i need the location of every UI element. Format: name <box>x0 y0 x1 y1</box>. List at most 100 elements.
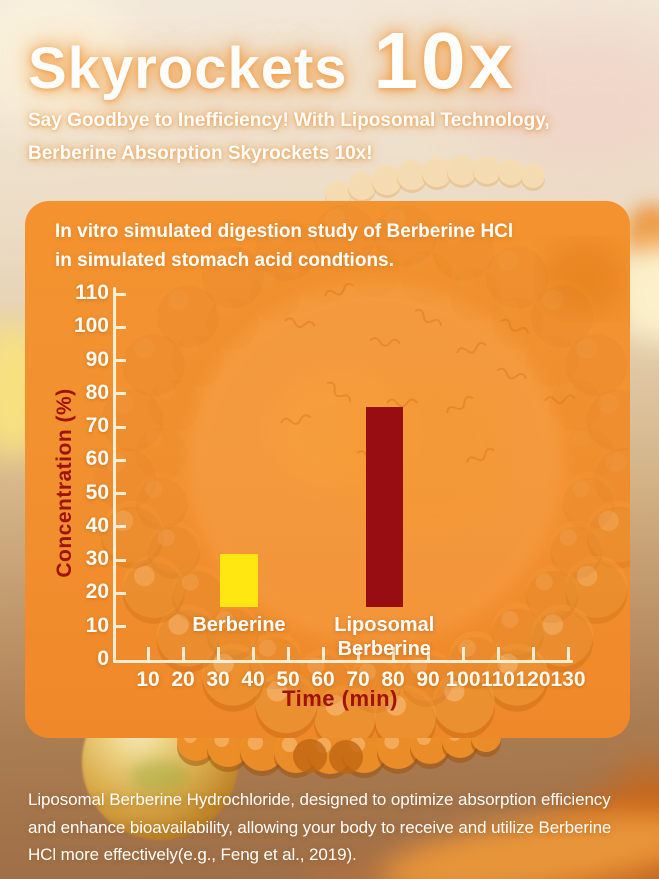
bead <box>297 654 350 707</box>
lipid-squiggle <box>386 398 418 408</box>
chart-title-line1: In vitro simulated digestion study of Be… <box>55 221 514 242</box>
x-tick <box>461 647 465 660</box>
bead <box>449 631 502 684</box>
bead <box>122 334 185 397</box>
droplet-green-tint <box>130 760 190 794</box>
bead <box>576 338 598 359</box>
lipid-squiggle <box>324 282 354 297</box>
y-tick <box>113 492 126 496</box>
footer-line3: HCl more effectively(e.g., Feng et al., … <box>28 845 357 864</box>
bead <box>168 614 189 635</box>
bead <box>586 506 630 569</box>
x-tick-label: 60 <box>311 668 335 691</box>
bead <box>447 155 477 185</box>
bead <box>473 156 501 184</box>
bead <box>385 695 407 716</box>
lipid-squiggle <box>496 367 527 380</box>
bead <box>201 246 264 309</box>
x-tick <box>321 647 325 660</box>
bead <box>216 611 234 629</box>
bead <box>101 383 164 446</box>
y-tick <box>113 458 126 462</box>
bead <box>156 285 219 348</box>
bead <box>172 571 225 624</box>
chart-title: In vitro simulated digestion study of Be… <box>55 217 513 275</box>
x-tick-label: 130 <box>550 668 586 691</box>
x-tick-label: 20 <box>171 668 195 691</box>
bead <box>348 172 376 200</box>
y-tick <box>113 525 126 529</box>
bead <box>157 529 175 547</box>
bead <box>372 165 402 195</box>
bead <box>313 204 376 267</box>
bead <box>432 212 495 275</box>
bead <box>384 734 400 750</box>
bar-label-line: Liposomal <box>334 614 435 636</box>
bead <box>562 471 615 524</box>
bead <box>400 245 453 298</box>
lipid-squiggle <box>544 394 576 405</box>
bead <box>559 528 577 547</box>
x-tick <box>216 647 220 660</box>
bead <box>491 608 544 661</box>
lipid-squiggle <box>280 414 312 425</box>
y-tick <box>113 325 126 329</box>
bead <box>535 573 553 591</box>
bead <box>255 671 318 734</box>
y-tick-label: 30 <box>85 547 109 571</box>
bead <box>385 208 407 230</box>
bead <box>122 561 185 624</box>
header: Skyrockets 10x <box>28 21 516 102</box>
bead <box>598 510 619 532</box>
lipid-squiggle <box>456 342 487 354</box>
bead <box>293 739 327 773</box>
bead <box>101 506 164 569</box>
subtitle: Say Goodbye to Inefficiency! With Liposo… <box>28 104 550 170</box>
x-tick-label: 100 <box>445 668 481 691</box>
y-tick <box>113 359 126 363</box>
orange-splotch <box>543 243 627 315</box>
bead <box>526 571 579 624</box>
bead <box>171 328 224 381</box>
bead <box>122 555 185 618</box>
lipid-squiggle <box>414 308 442 327</box>
x-tick-label: 90 <box>416 668 440 691</box>
bead <box>594 448 630 510</box>
title-main: Skyrockets <box>28 36 348 101</box>
x-tick-label: 40 <box>241 668 265 691</box>
bead <box>206 608 259 661</box>
bar-berberine <box>220 553 258 607</box>
bead <box>531 610 594 673</box>
bead <box>134 338 155 359</box>
y-tick <box>113 292 126 296</box>
y-tick <box>113 558 126 562</box>
bead <box>148 520 201 573</box>
lipid-squiggle <box>500 318 530 334</box>
liposome-beads <box>94 201 630 738</box>
bead <box>572 480 590 498</box>
bead <box>258 639 277 657</box>
bead <box>255 212 318 275</box>
bead <box>248 262 301 315</box>
bead <box>565 328 628 391</box>
bead <box>598 393 619 414</box>
bead <box>586 500 630 563</box>
bead <box>586 383 630 446</box>
x-tick <box>531 647 535 660</box>
bead <box>135 472 188 525</box>
bead <box>501 610 519 629</box>
bead <box>266 680 288 702</box>
bead <box>374 204 437 267</box>
y-tick-label: 0 <box>97 647 109 670</box>
bead <box>156 610 219 673</box>
x-tick-label: 80 <box>381 668 405 691</box>
x-tick <box>286 647 290 660</box>
bead <box>562 477 615 530</box>
bead <box>101 500 164 563</box>
y-tick-label: 10 <box>85 613 109 637</box>
title-multiplier: 10x <box>373 16 517 105</box>
bead <box>486 246 549 309</box>
bead <box>358 663 376 681</box>
bead <box>329 740 363 774</box>
